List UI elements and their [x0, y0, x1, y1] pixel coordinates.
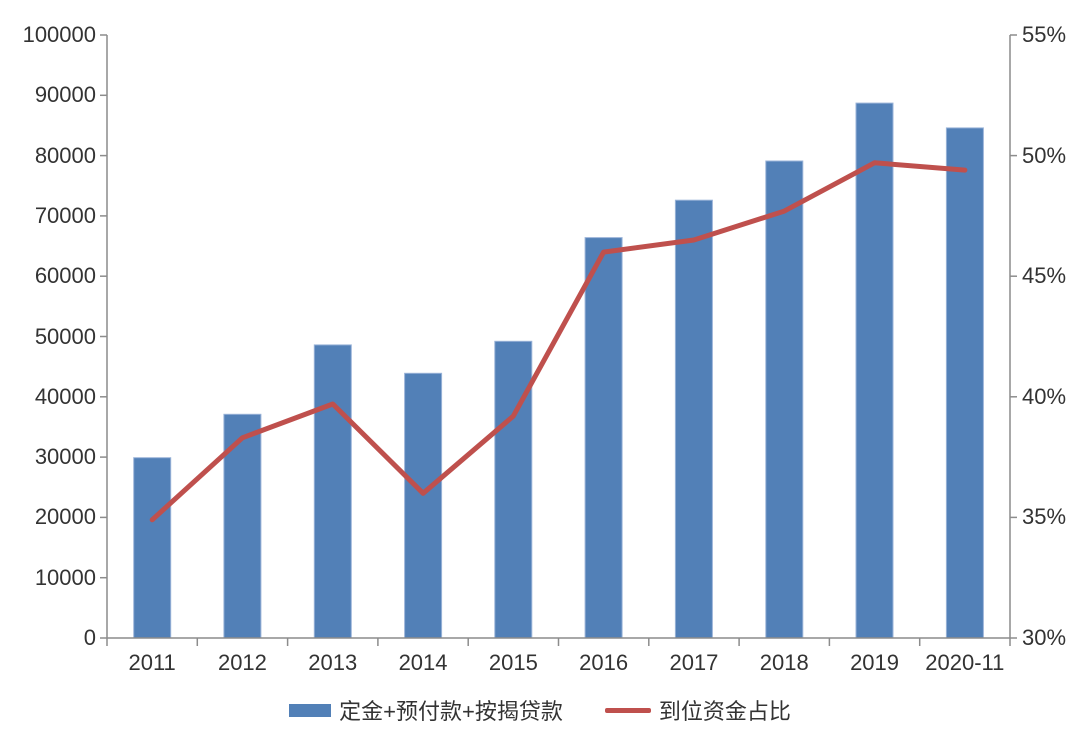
right-axis-tick-label: 45% — [1022, 263, 1067, 289]
bar-2020-11 — [945, 127, 984, 639]
left-axis-tick-label: 50000 — [34, 323, 96, 349]
x-axis-tick-label: 2012 — [217, 650, 267, 675]
left-axis-tick-label: 10000 — [34, 564, 96, 590]
x-axis-tick-label: 2016 — [579, 650, 629, 675]
left-axis-tick-label: 30000 — [34, 444, 96, 470]
line-series-swatch-icon — [604, 707, 651, 713]
bar-2011 — [133, 457, 172, 639]
x-axis-tick-label: 2014 — [398, 650, 448, 675]
x-axis-tick-label: 2013 — [308, 650, 358, 675]
x-axis-tick-label: 2020-11 — [925, 650, 1005, 675]
left-axis-tick-label: 40000 — [34, 383, 96, 409]
bar-2016 — [584, 237, 623, 639]
left-axis-tick-label: 0 — [83, 625, 96, 650]
x-axis-tick-label: 2011 — [128, 650, 176, 675]
right-axis-tick-label: 30% — [1022, 625, 1067, 650]
x-axis-tick-label: 2017 — [669, 650, 719, 675]
bar-2015 — [494, 340, 533, 639]
legend-item-bar-series: 定金+预付款+按揭贷款 — [289, 694, 563, 726]
bar-2013 — [313, 344, 352, 639]
line-series-label: 到位资金占比 — [658, 699, 791, 724]
bar-series-swatch-icon — [289, 703, 332, 717]
x-axis-tick-label: 2019 — [850, 650, 900, 675]
left-axis-tick-label: 20000 — [34, 504, 96, 530]
bar-2018 — [765, 160, 804, 639]
right-axis-tick-label: 55% — [1022, 22, 1067, 47]
legend-item-line-series: 到位资金占比 — [604, 694, 791, 726]
left-axis-tick-label: 90000 — [34, 82, 96, 108]
bar-2017 — [674, 199, 713, 639]
bar-series-label: 定金+预付款+按揭贷款 — [339, 699, 563, 724]
right-axis-tick-label: 50% — [1022, 142, 1067, 168]
left-axis-tick-label: 80000 — [34, 142, 96, 168]
left-axis-tick-label: 60000 — [34, 263, 96, 289]
bar-2019 — [855, 102, 894, 639]
right-axis-tick-label: 40% — [1022, 383, 1067, 409]
bar-2014 — [404, 372, 443, 639]
left-axis-tick-label: 100000 — [22, 22, 96, 47]
x-axis-tick-label: 2015 — [488, 650, 538, 675]
legend: 定金+预付款+按揭贷款 到位资金占比 — [0, 694, 1080, 726]
x-axis-tick-label: 2018 — [759, 650, 809, 675]
line-series — [149, 160, 968, 523]
left-axis-tick-label: 70000 — [34, 202, 96, 228]
right-axis-tick-label: 35% — [1022, 504, 1067, 530]
